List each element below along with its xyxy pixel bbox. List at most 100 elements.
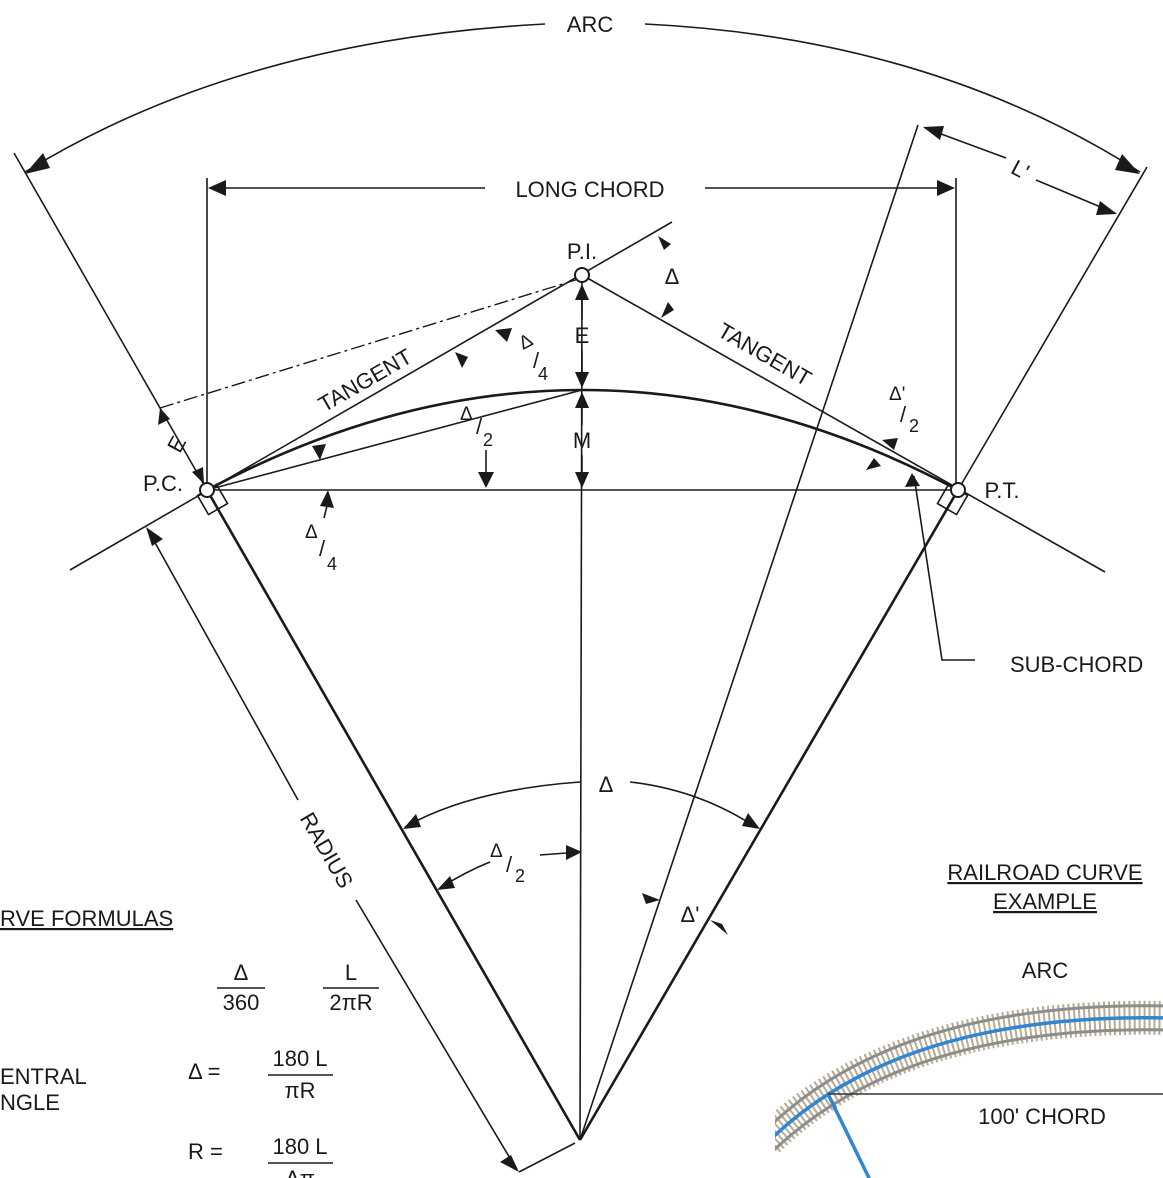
central-angle-line2: NGLE: [0, 1090, 60, 1115]
radius-right: [578, 489, 960, 1141]
half-central-arrow-left: [437, 876, 455, 890]
curve-geometry: [13, 124, 1148, 1141]
arc-label: ARC: [567, 12, 614, 37]
l-prime-label: L': [1007, 155, 1033, 185]
pi-label: P.I.: [567, 239, 597, 264]
m-arrow-top: [575, 392, 589, 408]
track-image: [775, 1000, 1163, 1178]
delta2-chord-num: Δ: [460, 404, 473, 425]
delta-quarter-label-upper: Δ / 4: [515, 330, 548, 384]
e-left-arrow-top: [158, 408, 170, 425]
ratio-num-2: L: [345, 960, 357, 985]
example-heading-line2: EXAMPLE: [993, 889, 1097, 914]
l-prime-arrow-a: [923, 126, 944, 140]
right-radial-line: [957, 166, 1148, 491]
delta-prime-arrow-a: [642, 893, 660, 904]
delta-prime-arrow-b: [710, 920, 728, 935]
delta-prime2-arrow-b: [866, 458, 881, 470]
ratio-den-1: 360: [223, 990, 260, 1015]
radius-left: [205, 489, 582, 1141]
r-formula-lhs: R =: [188, 1139, 223, 1164]
formulas-heading: RVE FORMULAS: [0, 906, 173, 931]
curve-formulas: RVE FORMULAS Δ 360 L 2πR ENTRAL NGLE Δ =…: [0, 906, 379, 1178]
delta-formula-den: πR: [284, 1078, 315, 1103]
long-chord-label: LONG CHORD: [515, 177, 664, 202]
delta-prime-half-label: Δ' / 2: [889, 384, 919, 436]
arc-arrow-right: [1115, 154, 1140, 174]
e-arrow-bottom: [575, 372, 589, 388]
delta-formula-lhs: Δ =: [188, 1059, 220, 1084]
delta4-low-arrow: [320, 490, 334, 508]
subchord-radial-line: [579, 124, 919, 1141]
delta-prime2-arrow-a: [882, 438, 898, 450]
delta2-chord-slash: /: [476, 414, 483, 439]
central-angle-arrow-left: [403, 814, 421, 829]
delta-half-label-central: Δ / 2: [490, 841, 525, 886]
radius-dim-b: [355, 899, 518, 1171]
railroad-example: RAILROAD CURVE EXAMPLE ARC 100' CHORD: [775, 860, 1163, 1178]
e-label: E: [575, 323, 590, 348]
long-chord-arrow-left: [208, 180, 226, 196]
example-chord-label: 100' CHORD: [978, 1104, 1106, 1129]
m-arrow-bottom: [575, 472, 589, 488]
pt-label: P.T.: [984, 478, 1019, 503]
l-prime-arrow-b: [1096, 201, 1117, 215]
delta2-arrow-up: [455, 352, 468, 368]
arc-dimension-left: [24, 23, 546, 173]
delta2-arrow-right: [478, 472, 494, 488]
radius-arrow-a: [146, 527, 163, 546]
delta-prime2-num: Δ': [889, 384, 905, 405]
delta4-low-leader: [323, 505, 328, 519]
delta-half-label-chord: Δ / 2: [460, 404, 493, 450]
delta-pi-label: Δ: [665, 264, 680, 289]
central-angle-arrow-right: [742, 813, 760, 829]
radius-label: RADIUS: [295, 808, 358, 892]
central-angle-line1: ENTRAL: [0, 1064, 87, 1089]
delta2-central-slash: /: [506, 852, 513, 877]
delta-pi-arrow-bottom: [661, 302, 674, 318]
delta4-top-arrow: [495, 328, 512, 342]
arc-arrow-left: [25, 153, 50, 174]
ratio-den-2: 2πR: [329, 990, 372, 1015]
r-formula-num: 180 L: [272, 1134, 327, 1159]
central-angle-arc-left: [404, 781, 581, 828]
radius-arrow-b: [500, 1155, 519, 1172]
delta2-central-num: Δ: [490, 841, 503, 862]
tangent-line-left: [69, 221, 673, 571]
r-formula-den: Δπ: [285, 1166, 315, 1178]
track-radius-line: [826, 1093, 871, 1178]
subchord-label: SUB-CHORD: [1010, 652, 1143, 677]
delta-prime-label: Δ': [681, 902, 700, 927]
tangent-right-label: TANGENT: [714, 318, 816, 391]
radius-dim-a: [147, 529, 299, 801]
e-arrow-top: [575, 284, 589, 300]
pt-point: [950, 482, 966, 498]
pi-point: [574, 267, 590, 283]
half-chord-line: [206, 389, 583, 491]
pc-point: [199, 482, 215, 498]
delta4-upper-den: 4: [538, 364, 548, 384]
pc-label: P.C.: [143, 471, 183, 496]
delta2-central-den: 2: [515, 866, 525, 886]
delta2-arrow-down: [312, 444, 326, 460]
radius-dim-tick: [518, 1142, 576, 1173]
delta-pi-arrow-top: [658, 236, 671, 250]
delta-formula-num: 180 L: [272, 1046, 327, 1071]
example-arc-label: ARC: [1022, 958, 1069, 983]
delta4-lower-num: Δ: [305, 522, 318, 543]
delta-quarter-label-lower: Δ / 4: [305, 522, 337, 574]
delta-prime2-slash: /: [900, 402, 907, 427]
long-chord-arrow-right: [937, 180, 955, 196]
delta4-upper-slash: /: [533, 348, 540, 373]
track-centerline: [775, 1015, 1163, 1138]
delta4-lower-den: 4: [327, 554, 337, 574]
half-central-arrow-right: [566, 845, 582, 860]
subchord-arrow: [905, 473, 920, 487]
central-angle-label: Δ: [599, 772, 614, 797]
track-rail-inner: [775, 1028, 1163, 1152]
delta2-chord-den: 2: [483, 430, 493, 450]
subchord-leader: [913, 475, 975, 661]
delta4-lower-slash: /: [319, 536, 326, 561]
central-angle-arc-right: [629, 781, 758, 829]
